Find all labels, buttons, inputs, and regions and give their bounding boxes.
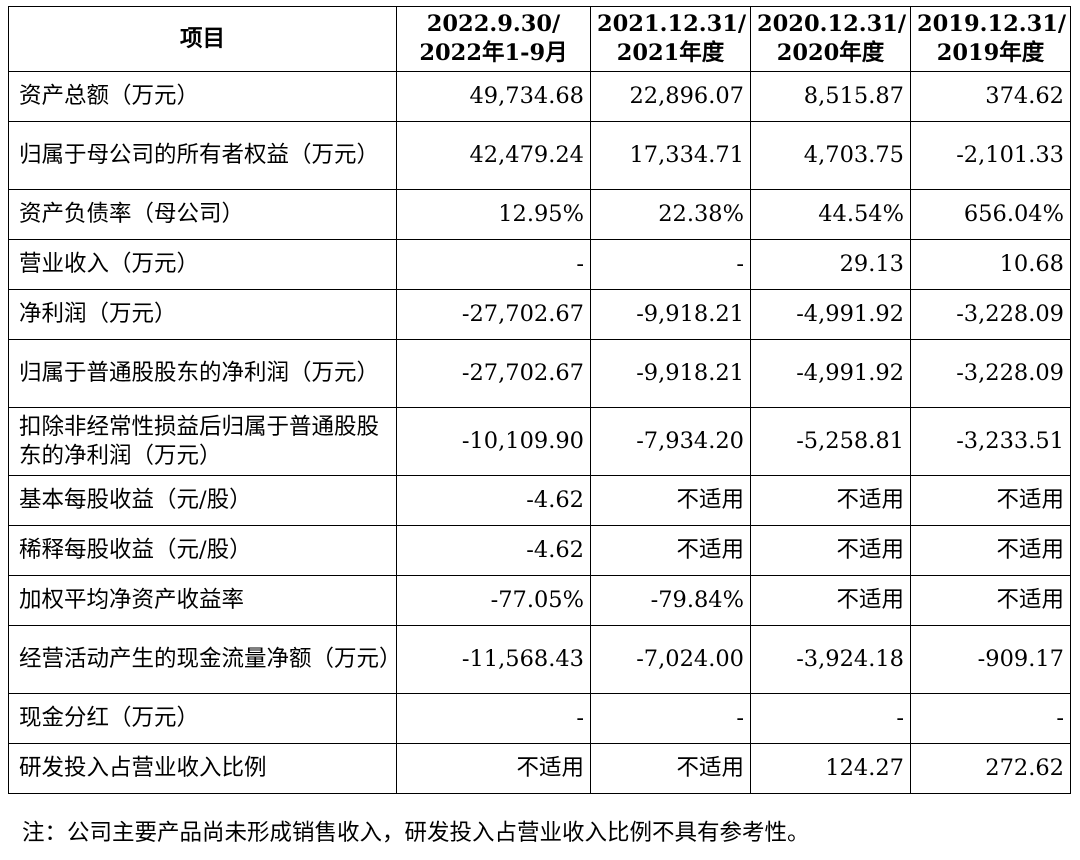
row-label: 研发投入占营业收入比例	[8, 743, 397, 794]
financial-indicators-table: 项目 2022.9.30/ 2022年1-9月 2021.12.31/ 2021…	[8, 6, 1071, 794]
table-row: 扣除非经常性损益后归属于普通股股东的净利润（万元） -10,109.90 -7,93…	[8, 407, 1071, 476]
row-label: 归属于普通股股东的净利润（万元）	[8, 339, 397, 408]
row-value: 22.38%	[590, 189, 751, 240]
table-row: 净利润（万元） -27,702.67 -9,918.21 -4,991.92 -3,22…	[8, 289, 1071, 340]
row-value: 不适用	[590, 525, 751, 576]
header-period-2022q3: 2022.9.30/ 2022年1-9月	[396, 6, 591, 72]
table-row: 研发投入占营业收入比例 不适用 不适用 124.27 272.62	[8, 743, 1071, 794]
row-label: 稀释每股收益（元/股）	[8, 525, 397, 576]
row-label: 资产负债率（母公司）	[8, 189, 397, 240]
row-value: -	[396, 239, 591, 290]
header-row: 项目 2022.9.30/ 2022年1-9月 2021.12.31/ 2021…	[8, 6, 1071, 72]
row-label: 扣除非经常性损益后归属于普通股股东的净利润（万元）	[8, 407, 397, 476]
header-period-line2: 2022年1-9月	[419, 40, 568, 66]
row-value: -909.17	[910, 625, 1071, 694]
row-value: 不适用	[750, 525, 911, 576]
row-value: 8,515.87	[750, 71, 911, 122]
row-value: -5,258.81	[750, 407, 911, 476]
table-body: 资产总额（万元） 49,734.68 22,896.07 8,515.87 374.62…	[8, 71, 1071, 794]
row-value: 不适用	[750, 575, 911, 626]
row-value: -3,228.09	[910, 339, 1071, 408]
row-value: -3,924.18	[750, 625, 911, 694]
header-period-2019: 2019.12.31/ 2019年度	[910, 6, 1071, 72]
row-label: 经营活动产生的现金流量净额（万元）	[8, 625, 397, 694]
header-period-line2: 2019年度	[936, 40, 1045, 66]
table-row: 归属于普通股股东的净利润（万元） -27,702.67 -9,918.21 -4,99…	[8, 339, 1071, 408]
row-value: -4.62	[396, 525, 591, 576]
row-label: 加权平均净资产收益率	[8, 575, 397, 626]
header-period-line1: 2021.12.31/	[597, 11, 747, 37]
header-period-line1: 2020.12.31/	[757, 11, 907, 37]
table-row: 营业收入（万元） - -29.13 10.68	[8, 239, 1071, 290]
row-label: 净利润（万元）	[8, 289, 397, 340]
header-period-2021: 2021.12.31/ 2021年度	[590, 6, 751, 72]
row-value: -9,918.21	[590, 289, 751, 340]
row-value: -2,101.33	[910, 121, 1071, 190]
header-period-line2: 2021年度	[616, 40, 725, 66]
row-value: -	[590, 693, 751, 744]
row-value: -10,109.90	[396, 407, 591, 476]
table-row: 经营活动产生的现金流量净额（万元） -11,568.43 -7,024.00 -3,9…	[8, 625, 1071, 694]
row-label: 基本每股收益（元/股）	[8, 475, 397, 526]
table-row: 稀释每股收益（元/股） -4.62 不适用 不适用 不适用	[8, 525, 1071, 576]
table-row: 资产总额（万元） 49,734.68 22,896.07 8,515.87 374.62	[8, 71, 1071, 122]
row-value: -	[750, 693, 911, 744]
row-value: 272.62	[910, 743, 1071, 794]
header-item: 项目	[8, 6, 397, 72]
row-label: 现金分红（万元）	[8, 693, 397, 744]
table-row: 资产负债率（母公司） 12.95% 22.38% 44.54% 656.04%	[8, 189, 1071, 240]
row-value: 42,479.24	[396, 121, 591, 190]
row-value: -	[910, 693, 1071, 744]
row-value: -11,568.43	[396, 625, 591, 694]
row-value: 不适用	[910, 575, 1071, 626]
row-value: 17,334.71	[590, 121, 751, 190]
footnote: 注：公司主要产品尚未形成销售收入，研发投入占营业收入比例不具有参考性。	[22, 820, 810, 846]
row-value: 12.95%	[396, 189, 591, 240]
financial-summary-document: 项目 2022.9.30/ 2022年1-9月 2021.12.31/ 2021…	[8, 6, 1071, 846]
header-period-line1: 2022.9.30/	[426, 11, 561, 37]
row-value: -	[396, 693, 591, 744]
row-value: -3,233.51	[910, 407, 1071, 476]
table-row: 基本每股收益（元/股） -4.62 不适用 不适用 不适用	[8, 475, 1071, 526]
row-value: 不适用	[396, 743, 591, 794]
row-value: -27,702.67	[396, 339, 591, 408]
header-period-2020: 2020.12.31/ 2020年度	[750, 6, 911, 72]
row-value: 不适用	[590, 475, 751, 526]
row-value: -27,702.67	[396, 289, 591, 340]
row-value: -	[590, 239, 751, 290]
row-value: -79.84%	[590, 575, 751, 626]
row-value: 656.04%	[910, 189, 1071, 240]
row-label: 归属于母公司的所有者权益（万元）	[8, 121, 397, 190]
row-label: 营业收入（万元）	[8, 239, 397, 290]
row-value: 22,896.07	[590, 71, 751, 122]
row-value: 374.62	[910, 71, 1071, 122]
row-value: -9,918.21	[590, 339, 751, 408]
table-row: 归属于母公司的所有者权益（万元） 42,479.24 17,334.71 4,703.…	[8, 121, 1071, 190]
row-value: -3,228.09	[910, 289, 1071, 340]
row-value: -4,991.92	[750, 289, 911, 340]
row-value: 4,703.75	[750, 121, 911, 190]
row-value: 不适用	[750, 475, 911, 526]
header-period-line1: 2019.12.31/	[917, 11, 1067, 37]
table-row: 加权平均净资产收益率 -77.05% -79.84% 不适用 不适用	[8, 575, 1071, 626]
row-value: 29.13	[750, 239, 911, 290]
row-label: 资产总额（万元）	[8, 71, 397, 122]
row-value: 不适用	[910, 525, 1071, 576]
row-value: -7,024.00	[590, 625, 751, 694]
row-value: 124.27	[750, 743, 911, 794]
table-header: 项目 2022.9.30/ 2022年1-9月 2021.12.31/ 2021…	[8, 6, 1071, 72]
header-period-line2: 2020年度	[776, 40, 885, 66]
row-value: -7,934.20	[590, 407, 751, 476]
row-value: 44.54%	[750, 189, 911, 240]
table-row: 现金分红（万元） - - - -	[8, 693, 1071, 744]
row-value: -4,991.92	[750, 339, 911, 408]
row-value: 不适用	[590, 743, 751, 794]
row-value: 不适用	[910, 475, 1071, 526]
row-value: 49,734.68	[396, 71, 591, 122]
row-value: -4.62	[396, 475, 591, 526]
row-value: 10.68	[910, 239, 1071, 290]
row-value: -77.05%	[396, 575, 591, 626]
